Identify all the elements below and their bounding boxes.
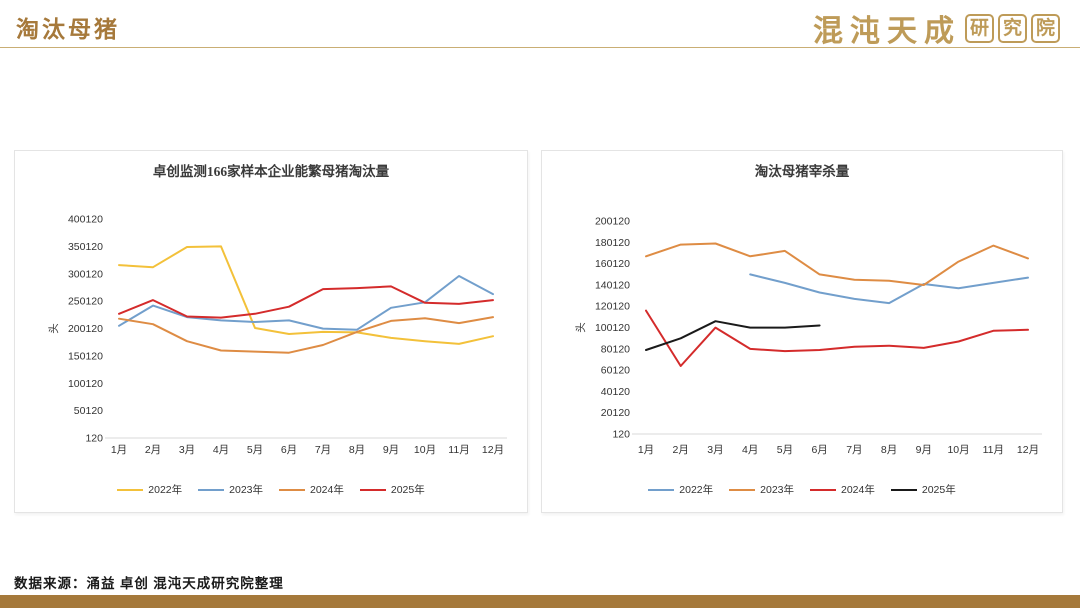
svg-text:7月: 7月 xyxy=(846,444,862,456)
chart-title: 卓创监测166家样本企业能繁母猪淘汰量 xyxy=(152,164,390,179)
chart-panel-sow-cull-volume: 卓创监测166家样本企业能繁母猪淘汰量 120 50120 100120 150120… xyxy=(14,150,528,513)
legend-item: 2022年 xyxy=(117,482,182,497)
legend-label: 2022年 xyxy=(148,484,183,496)
svg-text:80120: 80120 xyxy=(601,343,630,355)
svg-text:1月: 1月 xyxy=(638,444,654,456)
data-source-note: 数据来源：涌益 卓创 混沌天成研究院整理 xyxy=(14,576,284,591)
svg-text:150120: 150120 xyxy=(68,350,103,362)
svg-text:60120: 60120 xyxy=(601,365,630,377)
svg-text:11月: 11月 xyxy=(448,444,469,456)
svg-text:头: 头 xyxy=(575,322,587,333)
chart-legend: 2022年 2023年 2024年 2025年 xyxy=(542,482,1062,497)
legend-item: 2023年 xyxy=(198,482,263,497)
legend-item: 2022年 xyxy=(648,482,713,497)
chart-panel-sow-slaughter-volume: 淘汰母猪宰杀量 120 20120 40120 60120 80120 100120 120… xyxy=(541,150,1063,513)
legend-label: 2024年 xyxy=(310,484,344,496)
legend-label: 2024年 xyxy=(841,484,875,496)
legend-line-swatch xyxy=(648,488,675,491)
svg-text:10月: 10月 xyxy=(414,444,436,456)
svg-text:头: 头 xyxy=(48,323,60,334)
svg-text:5月: 5月 xyxy=(247,444,263,456)
svg-text:120: 120 xyxy=(85,433,103,445)
svg-text:4月: 4月 xyxy=(213,444,229,456)
line-chart-sow-slaughter-volume: 120 20120 40120 60120 80120 100120 120120 14012… xyxy=(575,216,1042,456)
logo-seal-char: 研 xyxy=(964,13,994,43)
svg-text:11月: 11月 xyxy=(983,444,1004,456)
svg-text:6月: 6月 xyxy=(281,444,297,456)
legend-line-swatch xyxy=(198,488,225,491)
svg-text:180120: 180120 xyxy=(595,237,630,249)
svg-text:1月: 1月 xyxy=(111,444,127,456)
svg-text:120: 120 xyxy=(612,429,630,441)
footer-accent-bar xyxy=(0,595,1080,608)
legend-item: 2025年 xyxy=(890,482,956,497)
logo-seal-boxes: 研 究 院 xyxy=(964,13,1060,43)
svg-text:300120: 300120 xyxy=(68,268,103,280)
header-divider xyxy=(0,47,1080,48)
svg-text:100120: 100120 xyxy=(68,378,103,390)
svg-text:100120: 100120 xyxy=(595,322,630,334)
svg-text:9月: 9月 xyxy=(383,444,399,456)
svg-text:2月: 2月 xyxy=(673,444,689,456)
legend-line-swatch xyxy=(279,488,305,491)
legend-line-swatch xyxy=(810,488,836,491)
legend-line-swatch xyxy=(729,488,756,491)
svg-text:140120: 140120 xyxy=(595,279,630,291)
page-title: 淘汰母猪 xyxy=(16,17,120,42)
svg-text:12月: 12月 xyxy=(482,444,504,456)
logo-script-text: 混沌天成 xyxy=(812,15,961,48)
svg-text:3月: 3月 xyxy=(179,444,195,456)
svg-text:20120: 20120 xyxy=(601,407,630,419)
svg-text:6月: 6月 xyxy=(811,444,827,456)
legend-item: 2024年 xyxy=(279,482,344,497)
svg-text:50120: 50120 xyxy=(74,405,103,417)
legend-label: 2025年 xyxy=(390,484,425,496)
logo-seal-char: 院 xyxy=(1030,13,1060,43)
company-logo: 混沌天成 研 究 院 xyxy=(813,6,1060,50)
svg-text:200120: 200120 xyxy=(595,216,630,228)
svg-text:40120: 40120 xyxy=(601,386,630,398)
legend-item: 2024年 xyxy=(810,482,875,497)
svg-text:4月: 4月 xyxy=(742,444,758,456)
svg-text:5月: 5月 xyxy=(777,444,793,456)
svg-text:3月: 3月 xyxy=(707,444,723,456)
chart-title: 淘汰母猪宰杀量 xyxy=(754,164,850,179)
svg-text:10月: 10月 xyxy=(947,444,969,456)
legend-line-swatch xyxy=(359,488,386,491)
legend-line-swatch xyxy=(890,488,917,491)
legend-item: 2025年 xyxy=(359,482,425,497)
svg-text:250120: 250120 xyxy=(68,296,103,308)
svg-text:350120: 350120 xyxy=(68,241,103,253)
svg-text:8月: 8月 xyxy=(881,444,897,456)
legend-label: 2023年 xyxy=(229,484,263,496)
svg-text:8月: 8月 xyxy=(349,444,365,456)
legend-label: 2025年 xyxy=(921,484,956,496)
legend-item: 2023年 xyxy=(729,482,794,497)
svg-text:120120: 120120 xyxy=(595,301,630,313)
svg-text:9月: 9月 xyxy=(916,444,932,456)
chart-legend: 2022年 2023年 2024年 2025年 xyxy=(15,482,527,497)
legend-line-swatch xyxy=(117,488,144,491)
svg-text:12月: 12月 xyxy=(1017,444,1039,456)
svg-text:2月: 2月 xyxy=(145,444,161,456)
legend-label: 2023年 xyxy=(760,484,794,496)
legend-label: 2022年 xyxy=(679,484,714,496)
svg-text:200120: 200120 xyxy=(68,323,103,335)
svg-text:160120: 160120 xyxy=(595,258,630,270)
svg-text:400120: 400120 xyxy=(68,214,103,226)
svg-text:7月: 7月 xyxy=(315,444,331,456)
logo-seal-char: 究 xyxy=(997,13,1027,43)
line-chart-sow-cull-volume: 120 50120 100120 150120 200120 250120 300120 35… xyxy=(48,214,507,456)
